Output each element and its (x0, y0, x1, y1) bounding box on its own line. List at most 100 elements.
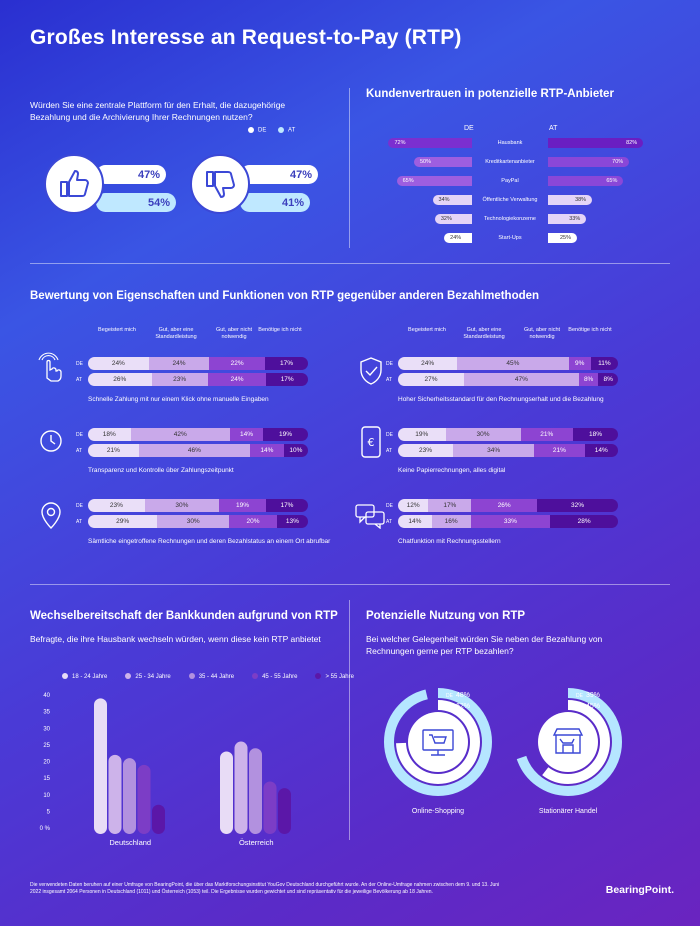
rating-segment: 23% (151, 373, 208, 386)
trust-de-value: 24% (450, 235, 462, 241)
chart-bar (263, 781, 277, 834)
chart-legend: 18 - 24 Jahre 25 - 34 Jahre 35 - 44 Jahre 4… (62, 673, 372, 680)
trust-de-bar: 34% (432, 195, 472, 205)
trust-at-value: 33% (569, 216, 581, 222)
rating-row-label: AT (76, 377, 83, 383)
rating-segment: 19% (398, 428, 446, 441)
divider (30, 584, 670, 585)
trust-row-label: Technologiekonzerne (484, 216, 536, 222)
rating-bar: 14% 16% 33% 28% (398, 515, 618, 528)
rating-column-header: Gut, aber nicht notwendig (523, 327, 561, 340)
trust-de-value: 72% (394, 140, 406, 146)
rating-segment: 8% (598, 373, 618, 386)
rating-segment: 45% (457, 357, 569, 370)
usage-arc (396, 700, 480, 784)
rating-column-header: Benötige ich nicht (258, 327, 302, 333)
rating-segment: 20% (229, 515, 277, 528)
chart-legend-swatch (315, 673, 322, 679)
trust-de-value: 32% (440, 216, 452, 222)
y-tick-label: 20 (43, 760, 50, 766)
rating-row-label: DE (76, 361, 83, 367)
yes-at-value: 54% (148, 197, 171, 209)
rating-segment: 14% (584, 444, 618, 457)
chart-bar (94, 698, 107, 834)
chart-legend-item: 35 - 44 Jahre (188, 673, 234, 680)
x-category-label: Österreich (239, 838, 274, 847)
mobile-euro-icon: € (360, 425, 382, 464)
rating-bar: 21% 46% 14% 10% (88, 444, 308, 457)
y-tick-label: 5 (47, 809, 51, 815)
usage-question: Bei welcher Gelegenheit würden Sie neben… (366, 634, 603, 656)
rating-row-label: AT (76, 448, 83, 454)
no-at-value: 41% (282, 197, 305, 209)
rating-row-label: AT (386, 448, 393, 454)
rating-bar: 23% 30% 19% 17% (88, 499, 308, 512)
page-title: Großes Interesse an Request-to-Pay (RTP) (30, 26, 462, 49)
divider (349, 600, 350, 840)
chart-bar (152, 804, 165, 834)
thumbs-down-icon (190, 154, 250, 214)
footer-note: Die verwendeten Daten beruhen auf einer … (30, 882, 500, 895)
rating-column-header: Gut, aber nicht notwendig (215, 327, 253, 340)
rating-segment: 30% (157, 515, 230, 528)
rating-bar: 26% 23% 24% 17% (88, 373, 308, 386)
rating-segment: 21% (520, 428, 573, 441)
rating-segment: 14% (249, 444, 284, 457)
usage-ring (383, 687, 493, 797)
rating-row-label: AT (76, 519, 83, 525)
trust-at-bar: 33% (548, 214, 587, 224)
y-tick-label: 35 (43, 710, 50, 716)
y-tick-label: 40 (43, 693, 50, 699)
usage-arc (526, 700, 610, 784)
rating-segment: 10% (283, 444, 308, 457)
trust-row-label: PayPal (501, 178, 519, 184)
trust-at-value: 82% (626, 140, 638, 146)
usage-center (408, 712, 468, 772)
trust-de-bar: 24% (444, 233, 472, 243)
trust-at-bar: 25% (548, 233, 577, 243)
trust-de-value: 34% (438, 197, 450, 203)
rating-bar: 12% 17% 26% 32% (398, 499, 618, 512)
chart-legend-swatch (188, 673, 195, 679)
rating-row-label: DE (386, 503, 393, 509)
chart-legend-label: > 55 Jahre (325, 673, 354, 680)
rating-bar: 29% 30% 20% 13% (88, 515, 308, 528)
trust-de-bar: 50% (414, 157, 472, 167)
monitor-cart-icon (422, 729, 454, 756)
chart-legend-label: 25 - 34 Jahre (135, 673, 171, 680)
location-pin-icon (38, 500, 64, 535)
rating-row-label: DE (386, 432, 393, 438)
chart-bar (278, 788, 291, 834)
trust-row-label: Hausbank (497, 140, 523, 146)
usage-de-label: DE (576, 693, 583, 699)
trust-at-bar: 38% (548, 195, 593, 205)
trust-row-label: Öffentliche Verwaltung (482, 197, 538, 203)
chart-legend-item: 45 - 55 Jahre (252, 673, 297, 680)
clock-icon (38, 428, 64, 459)
trust-at-value: 38% (575, 197, 587, 203)
rating-segment: 17% (266, 373, 308, 386)
rating-segment: 8% (578, 373, 599, 386)
switch-title: Wechselbereitschaft der Bankkunden aufgr… (30, 610, 338, 622)
rating-bar: 24% 24% 22% 17% (88, 357, 308, 370)
chart-legend-swatch (125, 673, 132, 679)
trust-row-label: Kreditkartenanbieter (485, 159, 535, 165)
rating-segment: 18% (88, 428, 131, 441)
usage-de-value: 39% (586, 692, 601, 699)
platform-question: Würden Sie eine zentrale Plattform für d… (30, 100, 286, 122)
x-category-label: Deutschland (109, 838, 151, 847)
rating-segment: 9% (568, 357, 591, 370)
usage-at-label: AT (576, 704, 583, 710)
no-de-value: 47% (290, 169, 313, 181)
rating-column-header: Gut, aber eine Standardleistung (463, 327, 505, 340)
rating-column-header: Benötige ich nicht (568, 327, 612, 333)
usage-center (538, 712, 598, 772)
trust-at-value: 65% (606, 178, 618, 184)
rating-segment: 24% (398, 357, 458, 370)
rating-segment: 11% (590, 357, 618, 370)
rating-column-header: Begeistert mich (98, 327, 136, 333)
chat-icon (354, 503, 386, 534)
brand-logo: BearingPoint. (605, 884, 674, 896)
rating-segment: 23% (88, 499, 145, 512)
rating-segment: 46% (138, 444, 250, 457)
